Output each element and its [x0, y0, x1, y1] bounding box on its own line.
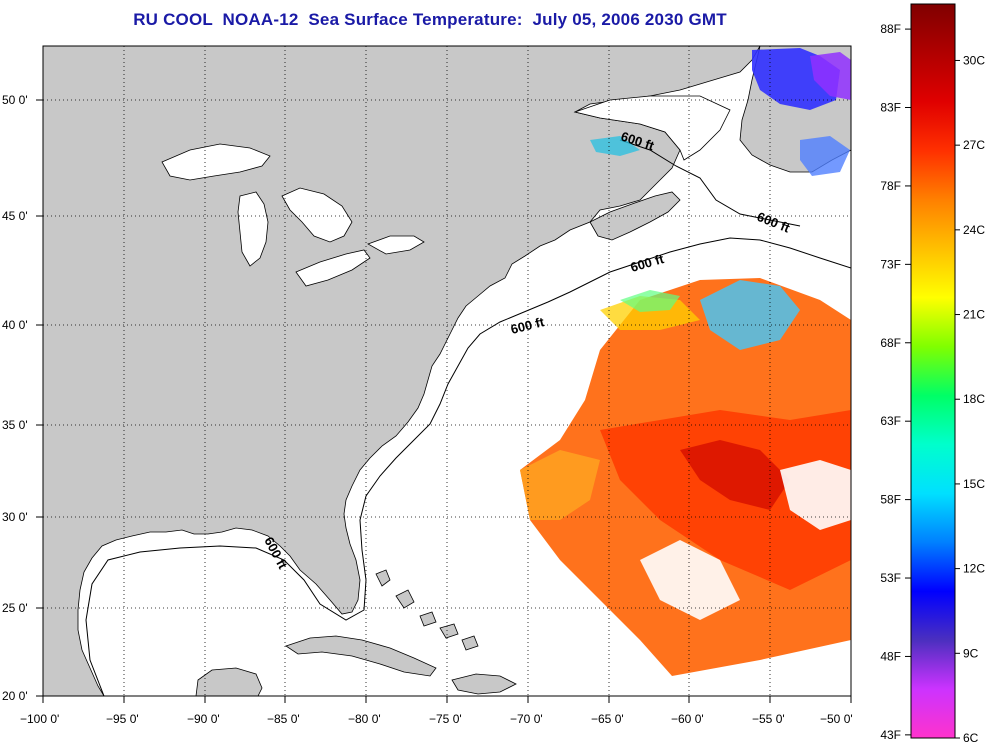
- lake-michigan: [237, 191, 269, 267]
- land-cuba: [285, 635, 437, 677]
- colorbar-f-label: 68F: [880, 336, 901, 350]
- map-tick-marks: [36, 99, 852, 703]
- colorbar-f-label: 63F: [880, 414, 901, 428]
- bahamas-islands: [375, 569, 479, 651]
- y-tick-label: 20 0': [2, 689, 28, 703]
- colorbar-c-label: 12C: [963, 562, 985, 576]
- y-tick-label: 35 0': [2, 418, 28, 432]
- y-axis-labels: 20 0' 25 0' 30 0' 35 0' 40 0' 45 0' 50 0…: [2, 93, 28, 703]
- x-tick-label: −85 0': [267, 712, 300, 726]
- colorbar-f-label: 73F: [880, 257, 901, 271]
- colorbar-c-label: 15C: [963, 477, 985, 491]
- y-tick-label: 30 0': [2, 510, 28, 524]
- x-tick-label: −100 0': [20, 712, 59, 726]
- sst-data-swath: [520, 48, 851, 676]
- land-yucatan: [195, 667, 263, 696]
- colorbar-c-label: 9C: [963, 646, 979, 660]
- x-tick-label: −55 0': [752, 712, 785, 726]
- x-tick-label: −50 0': [820, 712, 853, 726]
- map-gridlines: [43, 46, 851, 696]
- colorbar-f-label: 83F: [880, 101, 901, 115]
- x-tick-label: −95 0': [106, 712, 139, 726]
- colorbar-f-label: 48F: [880, 649, 901, 663]
- colorbar-c-label: 21C: [963, 308, 985, 322]
- lake-erie: [295, 249, 371, 287]
- land-hispaniola: [451, 673, 517, 695]
- colorbar-c-label: 6C: [963, 731, 979, 745]
- y-tick-label: 45 0': [2, 209, 28, 223]
- x-axis-labels: −100 0' −95 0' −90 0' −85 0' −80 0' −75 …: [20, 712, 853, 726]
- x-tick-label: −80 0': [348, 712, 381, 726]
- colorbar-c-label: 30C: [963, 53, 985, 67]
- x-tick-label: −65 0': [591, 712, 624, 726]
- x-tick-label: −60 0': [671, 712, 704, 726]
- lake-huron: [281, 187, 353, 243]
- lake-superior: [161, 143, 271, 181]
- colorbar-c-label: 24C: [963, 223, 985, 237]
- colorbar-f-label: 78F: [880, 179, 901, 193]
- colorbar-ticks: 88F 83F 78F 73F 68F 63F 58F 53F 48F 43F 30C 27C 24C 2…: [880, 22, 985, 745]
- colorbar-f-label: 88F: [880, 22, 901, 36]
- y-tick-label: 40 0': [2, 318, 28, 332]
- colorbar-f-label: 53F: [880, 571, 901, 585]
- lake-ontario: [367, 235, 425, 255]
- map-title: RU COOL NOAA-12 Sea Surface Temperature:…: [133, 10, 727, 29]
- colorbar-gradient: [910, 3, 956, 739]
- depth-contour-600ft: [85, 237, 851, 696]
- depth-contour-600ft-gulf: [619, 139, 801, 227]
- y-tick-label: 50 0': [2, 93, 28, 107]
- gulf-of-st-lawrence: [573, 95, 731, 161]
- colorbar-c-label: 18C: [963, 392, 985, 406]
- y-tick-label: 25 0': [2, 601, 28, 615]
- colorbar-f-label: 43F: [880, 728, 901, 742]
- x-tick-label: −70 0': [510, 712, 543, 726]
- x-tick-label: −75 0': [429, 712, 462, 726]
- colorbar-c-label: 27C: [963, 138, 985, 152]
- colorbar-f-label: 58F: [880, 493, 901, 507]
- x-tick-label: −90 0': [187, 712, 220, 726]
